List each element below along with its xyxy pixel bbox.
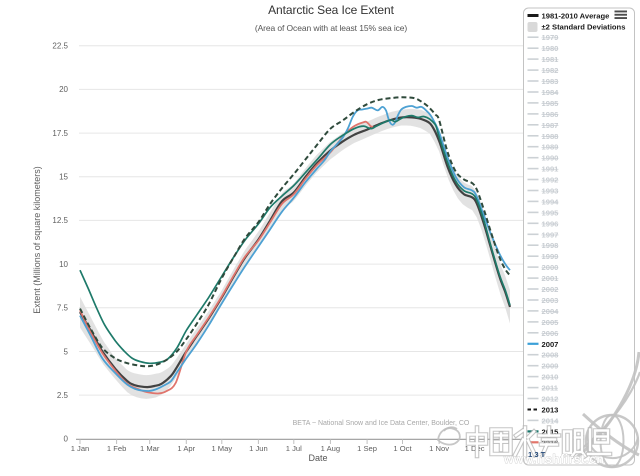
svg-text:1 Jun: 1 Jun bbox=[249, 444, 268, 453]
svg-text:1979: 1979 bbox=[542, 33, 559, 42]
svg-text:1992: 1992 bbox=[542, 176, 559, 185]
svg-text:2005: 2005 bbox=[542, 318, 560, 327]
svg-text:2009: 2009 bbox=[542, 362, 559, 371]
svg-text:1990: 1990 bbox=[542, 154, 559, 163]
svg-text:1 Nov: 1 Nov bbox=[429, 444, 449, 453]
svg-text:2001: 2001 bbox=[542, 274, 560, 283]
svg-text:7.5: 7.5 bbox=[57, 304, 69, 313]
svg-text:1995: 1995 bbox=[542, 208, 560, 217]
svg-text:20: 20 bbox=[59, 85, 68, 94]
svg-text:0: 0 bbox=[64, 435, 69, 444]
svg-text:www.fishfirst.cn: www.fishfirst.cn bbox=[503, 452, 604, 466]
svg-text:1991: 1991 bbox=[542, 165, 560, 174]
svg-text:1981: 1981 bbox=[542, 55, 560, 64]
svg-text:1997: 1997 bbox=[542, 230, 559, 239]
svg-text:1 Jul: 1 Jul bbox=[286, 444, 302, 453]
svg-text:2006: 2006 bbox=[542, 329, 559, 338]
svg-text:1983: 1983 bbox=[542, 77, 559, 86]
svg-text:Extent (Millions of square kil: Extent (Millions of square kilometers) bbox=[32, 166, 42, 314]
svg-text:1 May: 1 May bbox=[211, 444, 232, 453]
svg-text:1 3 T: 1 3 T bbox=[528, 450, 546, 459]
svg-text:22.5: 22.5 bbox=[52, 42, 68, 51]
svg-text:1981-2010 Average: 1981-2010 Average bbox=[542, 12, 610, 21]
svg-text:15: 15 bbox=[59, 173, 68, 182]
svg-text:1 Mar: 1 Mar bbox=[140, 444, 160, 453]
svg-text:2014: 2014 bbox=[542, 416, 560, 425]
svg-text:1985: 1985 bbox=[542, 99, 560, 108]
svg-text:2003: 2003 bbox=[542, 296, 559, 305]
svg-text:1984: 1984 bbox=[542, 88, 560, 97]
svg-text:1 Feb: 1 Feb bbox=[107, 444, 126, 453]
svg-text:2000: 2000 bbox=[542, 263, 559, 272]
svg-text:2013: 2013 bbox=[542, 406, 559, 415]
svg-text:2002: 2002 bbox=[542, 285, 559, 294]
svg-text:2008: 2008 bbox=[542, 351, 559, 360]
svg-text:Date: Date bbox=[308, 453, 327, 463]
svg-text:±2 Standard Deviations: ±2 Standard Deviations bbox=[542, 23, 626, 32]
svg-text:Antarctic Sea Ice Extent: Antarctic Sea Ice Extent bbox=[268, 3, 394, 17]
svg-text:BETA ~ National Snow and Ice D: BETA ~ National Snow and Ice Data Center… bbox=[293, 420, 470, 427]
svg-text:1 Dec: 1 Dec bbox=[465, 444, 485, 453]
svg-text:1993: 1993 bbox=[542, 187, 559, 196]
svg-text:2012: 2012 bbox=[542, 395, 559, 404]
svg-text:2.5: 2.5 bbox=[57, 391, 69, 400]
svg-text:1994: 1994 bbox=[542, 197, 560, 206]
svg-text:2010: 2010 bbox=[542, 373, 559, 382]
svg-text:12.5: 12.5 bbox=[52, 216, 68, 225]
svg-text:1999: 1999 bbox=[542, 252, 559, 261]
svg-text:1989: 1989 bbox=[542, 143, 559, 152]
svg-text:2004: 2004 bbox=[542, 307, 560, 316]
svg-text:1982: 1982 bbox=[542, 66, 559, 75]
svg-text:1998: 1998 bbox=[542, 241, 559, 250]
svg-text:5: 5 bbox=[64, 347, 69, 356]
svg-text:1 Oct: 1 Oct bbox=[393, 444, 412, 453]
svg-text:1980: 1980 bbox=[542, 44, 559, 53]
svg-text:2007: 2007 bbox=[542, 340, 559, 349]
svg-text:1986: 1986 bbox=[542, 110, 559, 119]
svg-text:2011: 2011 bbox=[542, 384, 559, 393]
svg-text:1 Apr: 1 Apr bbox=[177, 444, 195, 453]
svg-text:10: 10 bbox=[59, 260, 68, 269]
svg-text:1 Sep: 1 Sep bbox=[357, 444, 377, 453]
svg-text:(Area of Ocean with at least 1: (Area of Ocean with at least 15% sea ice… bbox=[255, 23, 408, 33]
svg-text:1 Jan: 1 Jan bbox=[71, 444, 90, 453]
svg-text:1988: 1988 bbox=[542, 132, 559, 141]
svg-text:1 Aug: 1 Aug bbox=[321, 444, 340, 453]
svg-text:1987: 1987 bbox=[542, 121, 559, 130]
svg-text:17.5: 17.5 bbox=[52, 129, 68, 138]
svg-text:1996: 1996 bbox=[542, 219, 559, 228]
